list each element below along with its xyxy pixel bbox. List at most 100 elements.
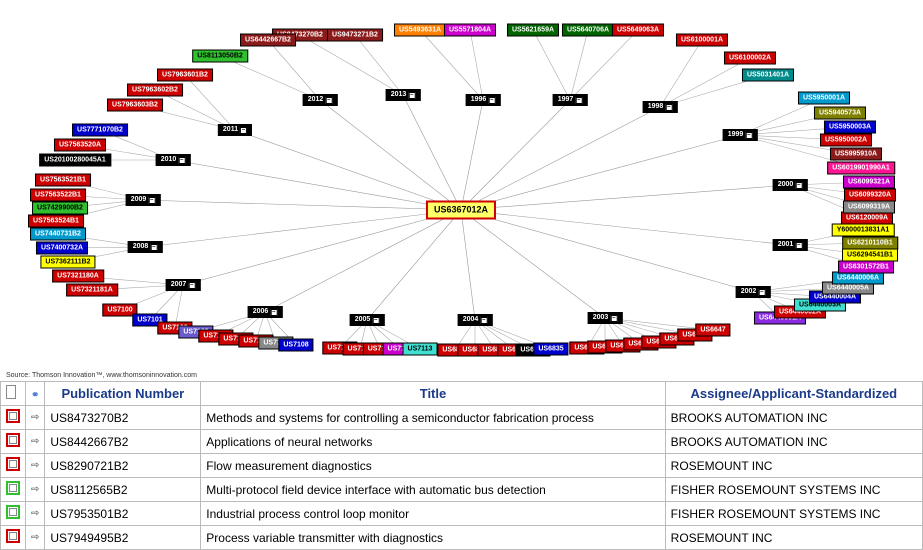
patent-node[interactable]: Y6000013831A1 xyxy=(832,224,895,237)
patent-node[interactable]: US6099321A xyxy=(843,176,895,189)
patent-node[interactable]: US7400732A xyxy=(36,242,88,255)
year-node-2008[interactable]: 2008– xyxy=(128,241,163,253)
patent-node[interactable]: US5571804A xyxy=(444,24,496,37)
patent-node[interactable]: US7563522B1 xyxy=(30,189,86,202)
patent-node[interactable]: US5031401A xyxy=(742,69,794,82)
patent-node[interactable]: US6100002A xyxy=(724,52,776,65)
year-node-2004[interactable]: 2004– xyxy=(458,314,493,326)
patent-node[interactable]: US9473271B2 xyxy=(327,29,383,42)
patent-node[interactable]: US7563524B1 xyxy=(28,215,84,228)
expand-toggle[interactable]: – xyxy=(795,242,802,249)
expand-arrow[interactable]: ⇨ xyxy=(26,406,45,430)
row-checkbox-cell[interactable] xyxy=(1,454,26,478)
expand-arrow[interactable]: ⇨ xyxy=(26,478,45,502)
expand-toggle[interactable]: – xyxy=(148,197,155,204)
expand-toggle[interactable]: – xyxy=(488,97,495,104)
cell-publication[interactable]: US7949495B2 xyxy=(45,526,201,550)
patent-node[interactable]: US5649063A xyxy=(612,24,664,37)
year-node-2010[interactable]: 2010– xyxy=(156,154,191,166)
patent-node[interactable]: US6100001A xyxy=(676,34,728,47)
patent-node[interactable]: US5950001A xyxy=(798,92,850,105)
expand-toggle[interactable]: – xyxy=(150,244,157,251)
patent-node[interactable]: US6210110B1 xyxy=(842,237,898,250)
year-node-2003[interactable]: 2003– xyxy=(588,312,623,324)
year-node-2012[interactable]: 2012– xyxy=(303,94,338,106)
expand-toggle[interactable]: – xyxy=(372,317,379,324)
expand-toggle[interactable]: – xyxy=(408,92,415,99)
patent-node[interactable]: US5493631A xyxy=(394,24,446,37)
patent-node[interactable]: US7963602B2 xyxy=(127,84,183,97)
expand-toggle[interactable]: – xyxy=(240,127,247,134)
expand-toggle[interactable]: – xyxy=(745,132,752,139)
patent-node[interactable]: US6294541B1 xyxy=(842,249,898,262)
row-checkbox[interactable] xyxy=(6,433,20,447)
cell-publication[interactable]: US8290721B2 xyxy=(45,454,201,478)
row-checkbox[interactable] xyxy=(6,529,20,543)
patent-node[interactable]: US7563521B1 xyxy=(35,174,91,187)
year-node-2011[interactable]: 2011– xyxy=(218,124,252,136)
patent-node[interactable]: US7963603B2 xyxy=(107,99,163,112)
patent-node[interactable]: US7771070B2 xyxy=(72,124,128,137)
patent-node[interactable]: US7108 xyxy=(278,339,313,352)
expand-arrow[interactable]: ⇨ xyxy=(26,430,45,454)
row-checkbox[interactable] xyxy=(6,505,20,519)
year-node-2009[interactable]: 2009– xyxy=(126,194,161,206)
patent-node[interactable]: US20100280045A1 xyxy=(39,154,111,167)
expand-toggle[interactable]: – xyxy=(665,104,672,111)
patent-node[interactable]: US5621659A xyxy=(507,24,559,37)
patent-node[interactable]: US6019901990A1 xyxy=(827,162,895,175)
patent-node[interactable]: US6301572B1 xyxy=(838,261,894,274)
year-node-2013[interactable]: 2013– xyxy=(386,89,421,101)
patent-node[interactable]: US5950003A xyxy=(824,121,876,134)
patent-node[interactable]: US6099319A xyxy=(843,201,895,214)
expand-toggle[interactable]: – xyxy=(325,97,332,104)
expand-arrow[interactable]: ⇨ xyxy=(26,526,45,550)
patent-node[interactable]: US7429900B2 xyxy=(32,202,88,215)
patent-node[interactable]: US7963601B2 xyxy=(157,69,213,82)
patent-node[interactable]: US5995910A xyxy=(830,148,882,161)
expand-arrow[interactable]: ⇨ xyxy=(26,502,45,526)
patent-node[interactable]: US6442667B2 xyxy=(240,34,296,47)
header-publication[interactable]: Publication Number xyxy=(45,382,201,406)
patent-node[interactable]: US5640706A xyxy=(562,24,614,37)
header-link-icon[interactable]: ⚭ xyxy=(26,382,45,406)
patent-node[interactable]: US5950002A xyxy=(820,134,872,147)
row-checkbox-cell[interactable] xyxy=(1,430,26,454)
patent-node[interactable]: US6099320A xyxy=(844,189,896,202)
row-checkbox-cell[interactable] xyxy=(1,502,26,526)
row-checkbox-cell[interactable] xyxy=(1,526,26,550)
expand-arrow[interactable]: ⇨ xyxy=(26,454,45,478)
row-checkbox[interactable] xyxy=(6,481,20,495)
patent-node[interactable]: US6835 xyxy=(533,343,568,356)
year-node-2006[interactable]: 2006– xyxy=(248,306,283,318)
year-node-2002[interactable]: 2002– xyxy=(736,286,771,298)
expand-toggle[interactable]: – xyxy=(610,315,617,322)
year-node-1998[interactable]: 1998– xyxy=(643,101,678,113)
expand-toggle[interactable]: – xyxy=(270,309,277,316)
patent-node[interactable]: US7113 xyxy=(403,343,438,356)
year-node-2001[interactable]: 2001– xyxy=(773,239,808,251)
expand-toggle[interactable]: – xyxy=(795,182,802,189)
row-checkbox[interactable] xyxy=(6,409,20,423)
expand-toggle[interactable]: – xyxy=(758,289,765,296)
cell-publication[interactable]: US7953501B2 xyxy=(45,502,201,526)
header-title[interactable]: Title xyxy=(201,382,665,406)
expand-toggle[interactable]: – xyxy=(188,282,195,289)
expand-toggle[interactable]: – xyxy=(178,157,185,164)
patent-node[interactable]: US5940573A xyxy=(814,107,866,120)
year-node-2005[interactable]: 2005– xyxy=(350,314,385,326)
year-node-1997[interactable]: 1997– xyxy=(553,94,588,106)
patent-node[interactable]: US6647 xyxy=(695,324,730,337)
patent-node[interactable]: US7440731B2 xyxy=(30,228,86,241)
patent-node[interactable]: US7362111B2 xyxy=(40,256,95,269)
header-checkbox[interactable] xyxy=(1,382,26,406)
patent-node[interactable]: US7563520A xyxy=(54,139,106,152)
patent-node[interactable]: US7321180A xyxy=(52,270,104,283)
expand-toggle[interactable]: – xyxy=(480,317,487,324)
year-node-1999[interactable]: 1999– xyxy=(723,129,758,141)
header-assignee[interactable]: Assignee/Applicant-Standardized xyxy=(665,382,922,406)
row-checkbox-cell[interactable] xyxy=(1,478,26,502)
cell-publication[interactable]: US8112565B2 xyxy=(45,478,201,502)
row-checkbox[interactable] xyxy=(6,457,20,471)
cell-publication[interactable]: US8442667B2 xyxy=(45,430,201,454)
